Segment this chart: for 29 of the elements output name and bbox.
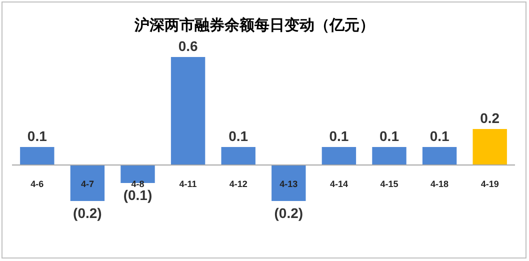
x-tick-label: 4-18 bbox=[430, 179, 449, 189]
x-tick-label: 4-11 bbox=[179, 179, 197, 189]
data-label: 0.1 bbox=[329, 128, 349, 144]
data-label: 0.6 bbox=[178, 38, 198, 54]
x-tick-label: 4-12 bbox=[229, 179, 248, 189]
bar bbox=[70, 165, 105, 201]
bar bbox=[20, 147, 54, 165]
x-tick-label: 4-14 bbox=[330, 179, 348, 189]
x-tick-label: 4-13 bbox=[280, 179, 298, 189]
bar bbox=[322, 147, 356, 165]
x-tick-label: 4-19 bbox=[480, 179, 499, 189]
data-label: 0.2 bbox=[480, 110, 500, 126]
data-label: (0.2) bbox=[73, 205, 102, 221]
x-tick-label: 4-6 bbox=[30, 179, 44, 189]
data-label: 0.1 bbox=[27, 128, 48, 144]
data-label: (0.1) bbox=[123, 187, 152, 203]
x-tick-label: 4-7 bbox=[80, 179, 94, 189]
data-label: 0.1 bbox=[380, 128, 400, 144]
bar bbox=[272, 165, 306, 201]
bar bbox=[372, 147, 406, 165]
data-label: 0.1 bbox=[228, 128, 248, 144]
chart-title: 沪深两市融券余额每日变动（亿元） bbox=[134, 16, 374, 34]
bar bbox=[472, 129, 507, 165]
x-tick-label: 4-15 bbox=[380, 179, 398, 189]
data-label: (0.2) bbox=[274, 205, 304, 221]
data-label: 0.1 bbox=[430, 128, 450, 144]
bar bbox=[221, 147, 256, 165]
bar bbox=[422, 147, 457, 165]
bar bbox=[170, 57, 206, 165]
